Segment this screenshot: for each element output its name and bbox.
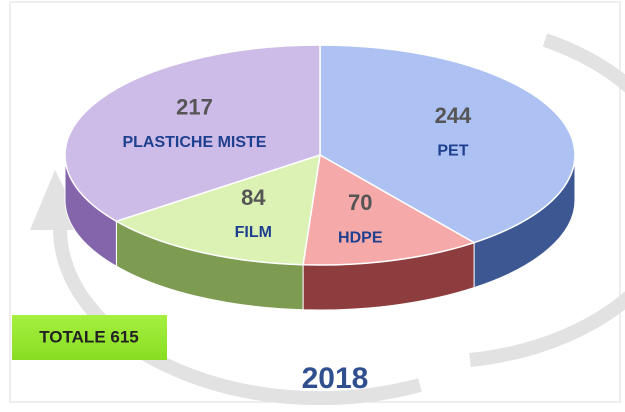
pie: 244 PET 70 HDPE 84 FILM 217 PLASTICHE MISTE: [64, 44, 576, 311]
chart-title: 2018: [302, 362, 369, 395]
category-label: HDPE: [338, 230, 383, 247]
value-label: 217: [176, 94, 213, 119]
total-label: TOTALE 615: [39, 327, 139, 346]
category-label: FILM: [235, 224, 272, 241]
slice: [114, 153, 321, 266]
slice: [319, 44, 576, 244]
value-label: 70: [348, 190, 372, 215]
slice: [302, 153, 476, 266]
value-label: 84: [241, 185, 266, 210]
total-box: [12, 315, 167, 360]
category-label: PLASTICHE MISTE: [122, 134, 266, 151]
cycle-arrow: [53, 33, 625, 406]
value-label: 244: [435, 103, 472, 128]
category-label: PET: [437, 142, 468, 159]
slice: [64, 44, 321, 223]
